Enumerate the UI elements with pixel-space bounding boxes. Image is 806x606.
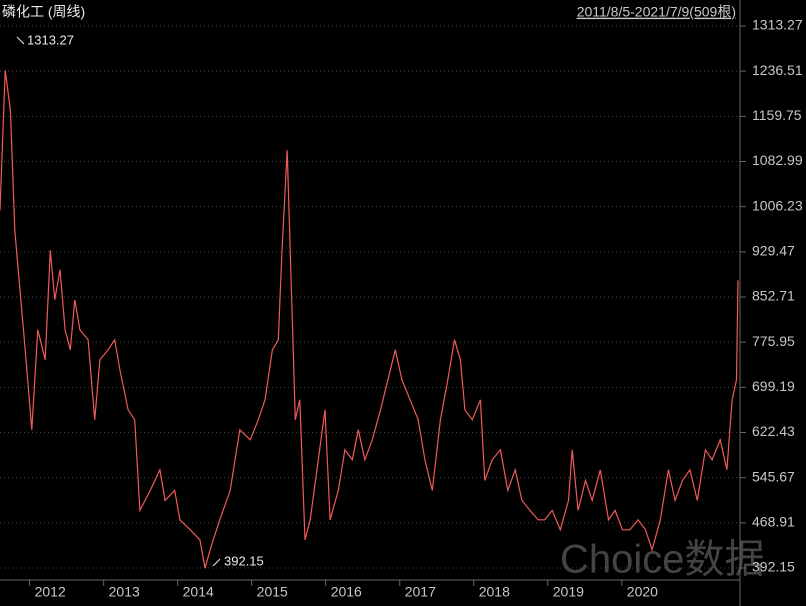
x-tick-label: 2019 xyxy=(553,584,584,600)
x-tick-label: 2013 xyxy=(109,584,140,600)
low-arrow xyxy=(212,558,221,567)
watermark: Choice数据 xyxy=(560,538,765,582)
x-tick-label: 2018 xyxy=(479,584,510,600)
y-tick-label: 1236.51 xyxy=(752,62,803,78)
y-tick-label: 1159.75 xyxy=(752,107,802,123)
x-tick-label: 2016 xyxy=(331,584,362,600)
chart-title: 磷化工 (周线) xyxy=(2,4,85,20)
y-tick-label: 545.67 xyxy=(752,468,795,484)
y-tick-label: 1313.27 xyxy=(752,17,803,33)
date-range: 2011/8/5-2021/7/9(509根) xyxy=(577,4,736,20)
high-arrow xyxy=(16,36,25,45)
high-annotation: 1313.27 xyxy=(27,32,74,47)
y-tick-label: 929.47 xyxy=(752,243,795,259)
y-tick-label: 1006.23 xyxy=(752,197,803,213)
price-line xyxy=(0,70,739,569)
x-tick-label: 2012 xyxy=(35,584,66,600)
y-tick-label: 392.15 xyxy=(752,559,795,575)
y-tick-label: 775.95 xyxy=(752,333,795,349)
y-tick-label: 622.43 xyxy=(752,423,795,439)
y-tick-label: 1082.99 xyxy=(752,152,803,168)
x-tick-label: 2020 xyxy=(627,584,658,600)
y-tick-label: 468.91 xyxy=(752,514,795,530)
low-annotation: 392.15 xyxy=(224,553,264,568)
x-tick-label: 2015 xyxy=(257,584,288,600)
x-tick-label: 2017 xyxy=(405,584,436,600)
y-tick-label: 699.19 xyxy=(752,378,795,394)
y-tick-label: 852.71 xyxy=(752,288,795,304)
x-tick-label: 2014 xyxy=(183,584,214,600)
